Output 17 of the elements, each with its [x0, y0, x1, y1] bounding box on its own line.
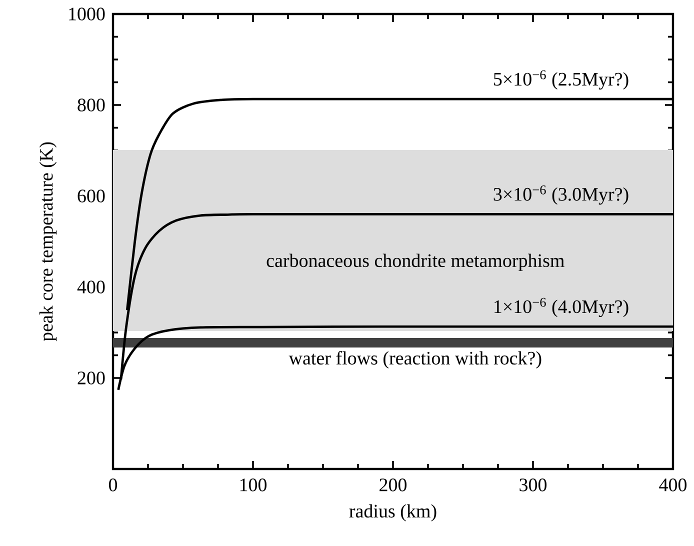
x-tick-label: 0	[108, 478, 118, 492]
x-tick-label: 400	[659, 478, 687, 492]
y-tick-label: 1000	[69, 8, 105, 20]
band-label: water flows (reaction with rock?)	[288, 351, 542, 368]
y-axis-title: peak core temperature (K)	[39, 142, 57, 342]
annotation: 5×10$^{−6}$ (2.5Myr?)	[494, 70, 628, 90]
annotation: 1×10$^{−6}$ (4.0Myr?)	[494, 298, 628, 318]
y-tick-label: 600	[78, 190, 105, 202]
y-tick-label: 400	[77, 280, 105, 294]
y-tick-label: 200	[78, 372, 105, 384]
y-tick-label: 800	[78, 98, 105, 112]
x-tick-label: 100	[240, 478, 267, 492]
annotation: 3×10$^{−6}$ (3.0Myr?)	[494, 185, 628, 205]
x-tick-label: 200	[380, 478, 407, 492]
x-tick-label: 300	[520, 478, 547, 492]
x-axis-title: radius (km)	[349, 504, 436, 522]
band-label: carbonaceous chondrite metamorphism	[266, 254, 564, 271]
